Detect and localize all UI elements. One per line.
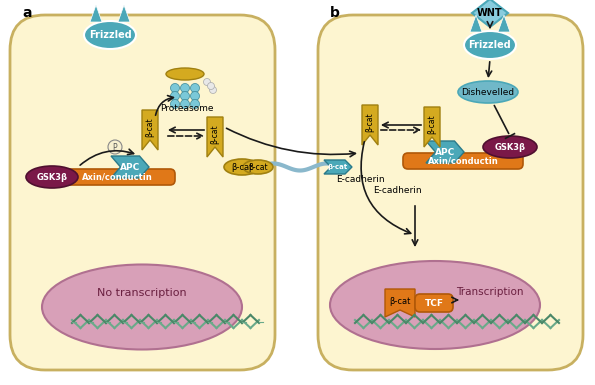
Ellipse shape — [458, 81, 518, 103]
Ellipse shape — [26, 166, 78, 188]
Text: TCF: TCF — [424, 298, 443, 308]
Text: P: P — [112, 142, 117, 152]
Text: WNT: WNT — [477, 8, 503, 18]
Circle shape — [180, 99, 189, 109]
Polygon shape — [111, 156, 149, 178]
FancyBboxPatch shape — [10, 15, 275, 370]
Ellipse shape — [243, 160, 273, 174]
Text: β-cat: β-cat — [248, 162, 268, 171]
Text: APC: APC — [435, 147, 455, 156]
Text: APC: APC — [120, 162, 140, 171]
Circle shape — [190, 84, 199, 92]
Text: β-cat: β-cat — [427, 115, 437, 134]
Polygon shape — [324, 160, 352, 174]
Polygon shape — [142, 110, 158, 150]
Text: Proteasome: Proteasome — [160, 104, 214, 112]
Circle shape — [171, 99, 180, 109]
Ellipse shape — [166, 68, 204, 80]
Polygon shape — [498, 15, 510, 32]
Ellipse shape — [42, 264, 242, 350]
FancyBboxPatch shape — [415, 294, 453, 312]
Polygon shape — [90, 5, 102, 22]
Text: β-cat: β-cat — [231, 162, 253, 171]
Circle shape — [209, 87, 217, 94]
Ellipse shape — [330, 261, 540, 349]
Circle shape — [171, 92, 180, 100]
Polygon shape — [470, 15, 482, 32]
Text: Frizzled: Frizzled — [89, 30, 131, 40]
Text: β-cat: β-cat — [389, 297, 411, 306]
Polygon shape — [426, 141, 464, 163]
Polygon shape — [362, 105, 378, 145]
Text: E-cadherin: E-cadherin — [336, 174, 384, 184]
Polygon shape — [424, 107, 440, 147]
Circle shape — [108, 140, 122, 154]
Text: GSK3β: GSK3β — [36, 172, 67, 181]
Circle shape — [208, 82, 215, 89]
Ellipse shape — [84, 21, 136, 49]
Circle shape — [171, 84, 180, 92]
Text: β-cat: β-cat — [328, 164, 348, 170]
Text: Frizzled: Frizzled — [469, 40, 511, 50]
Text: Transcription: Transcription — [456, 287, 524, 297]
Circle shape — [190, 92, 199, 100]
Text: a: a — [22, 6, 32, 20]
Text: E-cadherin: E-cadherin — [372, 186, 421, 194]
Text: No transcription: No transcription — [97, 288, 187, 298]
FancyBboxPatch shape — [60, 169, 175, 185]
Ellipse shape — [224, 159, 260, 175]
Polygon shape — [472, 0, 508, 27]
Text: b: b — [330, 6, 340, 20]
Text: β-cat: β-cat — [211, 125, 220, 144]
Text: β-cat: β-cat — [365, 113, 374, 132]
Circle shape — [203, 79, 211, 85]
Text: β-cat: β-cat — [146, 118, 155, 137]
Polygon shape — [118, 5, 130, 22]
Text: GSK3β: GSK3β — [494, 142, 525, 152]
FancyBboxPatch shape — [318, 15, 583, 370]
Ellipse shape — [483, 136, 537, 158]
Circle shape — [180, 92, 189, 100]
Ellipse shape — [464, 31, 516, 59]
Text: Axin/conductin: Axin/conductin — [82, 172, 152, 181]
Text: Axin/conductin: Axin/conductin — [428, 156, 499, 166]
Polygon shape — [385, 289, 415, 317]
Circle shape — [180, 84, 189, 92]
Circle shape — [190, 99, 199, 109]
FancyBboxPatch shape — [403, 153, 523, 169]
Polygon shape — [207, 117, 223, 157]
Text: Dishevelled: Dishevelled — [462, 87, 515, 97]
